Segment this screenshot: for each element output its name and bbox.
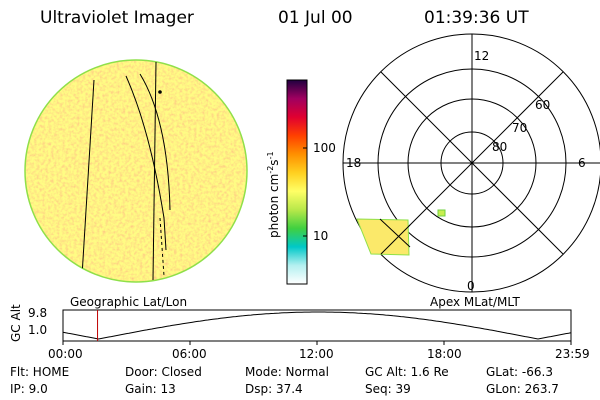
meridian-line <box>152 61 157 281</box>
meridian-line <box>81 79 95 277</box>
status-gain: Gain: 13 <box>125 382 176 396</box>
status-dsp: Dsp: 37.4 <box>245 382 303 396</box>
mlt-label-0: 0 <box>467 279 475 293</box>
polar-plot <box>342 33 600 293</box>
polar-axis-diagonal <box>380 71 564 255</box>
status-door: Door: Closed <box>125 365 202 379</box>
mlat-label-70: 70 <box>512 121 528 135</box>
colorbar-tick-label: 10 <box>313 229 329 243</box>
timeline-ytick: 9.8 <box>28 306 48 320</box>
colorbar-tick-label: 100 <box>313 141 336 155</box>
pole-marker <box>158 90 162 94</box>
status-glon: GLon: 263.7 <box>486 382 559 396</box>
apex-caption: Apex MLat/MLT <box>430 295 520 309</box>
status-glat: GLat: -66.3 <box>486 365 553 379</box>
mlt-label-12: 12 <box>474 49 490 63</box>
colorbar <box>286 79 308 285</box>
status-ip: IP: 9.0 <box>10 382 48 396</box>
colorbar-gradient <box>286 79 308 285</box>
meridian-line <box>139 73 171 211</box>
colorbar-unit-label: photon cm-2s-1 <box>266 151 281 238</box>
meridian-line <box>125 75 167 251</box>
status-mode: Mode: Normal <box>245 365 329 379</box>
status-gc-alt: GC Alt: 1.6 Re <box>365 365 449 379</box>
date-label: 01 Jul 00 <box>278 8 353 28</box>
mlat-label-60: 60 <box>535 98 551 112</box>
timeline-xtick: 18:00 <box>427 347 462 361</box>
polar-data <box>356 209 446 256</box>
geographic-caption: Geographic Lat/Lon <box>70 295 188 309</box>
timeline-xtick: 00:00 <box>48 347 83 361</box>
instrument-title: Ultraviolet Imager <box>40 8 194 28</box>
geographic-image <box>24 59 248 283</box>
mlt-label-18: 18 <box>346 156 362 170</box>
image-disk-edge <box>24 59 248 283</box>
auroral-patch <box>356 218 410 256</box>
timeline-ylabel: GC Alt <box>9 304 23 342</box>
polar-axis-overlay <box>380 224 411 255</box>
timeline-ytick: 1.0 <box>28 323 48 337</box>
timeline-xtick: 06:00 <box>172 347 207 361</box>
coast-line <box>159 217 165 277</box>
image-speckle <box>25 60 247 282</box>
time-label: 01:39:36 UT <box>424 8 529 28</box>
status-seq: Seq: 39 <box>365 382 411 396</box>
polar-axis-overlay <box>379 218 411 248</box>
mlat-label-80: 80 <box>492 140 508 154</box>
timeline-frame <box>62 309 572 342</box>
status-flt: Flt: HOME <box>10 365 70 379</box>
timeline-xtick: 23:59 <box>555 347 590 361</box>
auroral-spot <box>437 209 446 217</box>
altitude-curve <box>62 311 572 340</box>
timeline-plot <box>62 309 572 345</box>
mlt-label-6: 6 <box>578 156 586 170</box>
timeline-xtick: 12:00 <box>299 347 334 361</box>
